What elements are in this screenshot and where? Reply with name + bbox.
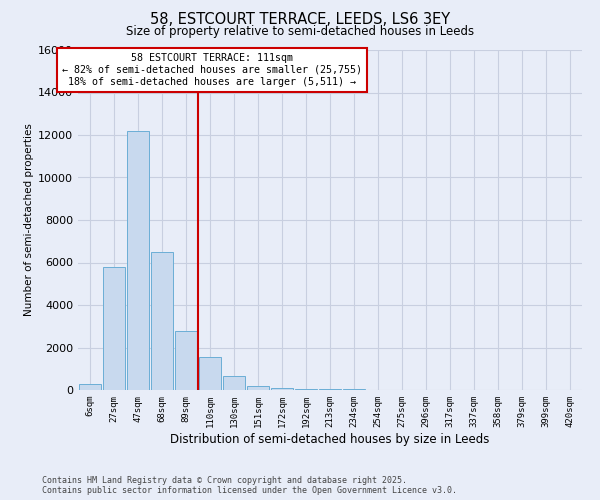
Bar: [127, 130, 149, 390]
Bar: [199, 357, 221, 390]
Bar: [151, 252, 173, 390]
Text: Contains HM Land Registry data © Crown copyright and database right 2025.
Contai: Contains HM Land Registry data © Crown c…: [42, 476, 457, 495]
Text: Size of property relative to semi-detached houses in Leeds: Size of property relative to semi-detach…: [126, 25, 474, 38]
X-axis label: Distribution of semi-detached houses by size in Leeds: Distribution of semi-detached houses by …: [170, 432, 490, 446]
Bar: [103, 267, 125, 390]
Bar: [175, 330, 197, 390]
Bar: [271, 388, 293, 390]
Bar: [223, 376, 245, 390]
Text: 58 ESTCOURT TERRACE: 111sqm
← 82% of semi-detached houses are smaller (25,755)
1: 58 ESTCOURT TERRACE: 111sqm ← 82% of sem…: [62, 54, 362, 86]
Bar: [247, 386, 269, 390]
Bar: [79, 384, 101, 390]
Bar: [319, 389, 341, 390]
Y-axis label: Number of semi-detached properties: Number of semi-detached properties: [24, 124, 34, 316]
Text: 58, ESTCOURT TERRACE, LEEDS, LS6 3EY: 58, ESTCOURT TERRACE, LEEDS, LS6 3EY: [150, 12, 450, 28]
Bar: [295, 388, 317, 390]
